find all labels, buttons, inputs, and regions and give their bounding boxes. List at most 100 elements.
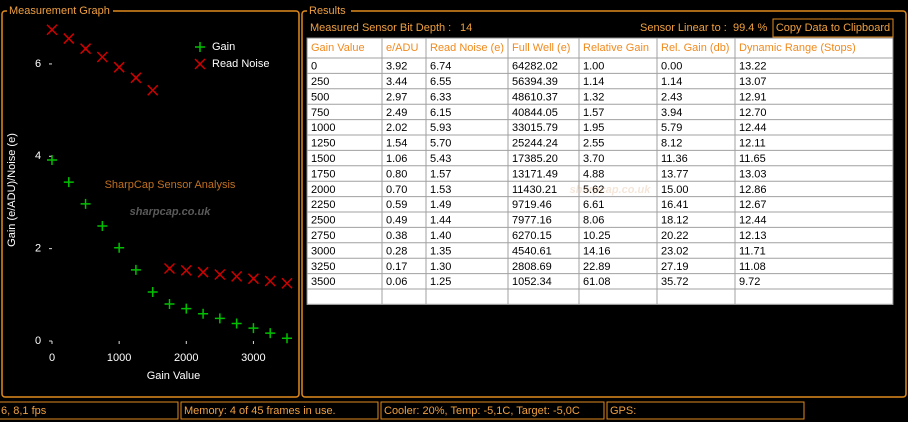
table-cell: 61.08 — [583, 276, 611, 288]
table-cell: 1750 — [311, 168, 335, 180]
table-cell: 12.44 — [739, 122, 767, 134]
table-cell: 3.92 — [386, 61, 407, 73]
status-text: Cooler: 20%, Temp: -5,1C, Target: -5,0C — [384, 405, 580, 417]
table-cell: 23.02 — [661, 245, 689, 257]
table-cell: 12.86 — [739, 184, 767, 196]
panel-title: Measurement Graph — [9, 5, 110, 17]
table-cell: 27.19 — [661, 261, 689, 273]
table-cell: 5.70 — [430, 138, 451, 150]
column-header: Rel. Gain (db) — [661, 42, 729, 54]
table-cell: 250 — [311, 76, 329, 88]
table-cell: 18.12 — [661, 215, 689, 227]
table-cell: 1.06 — [386, 153, 407, 165]
data-point — [113, 61, 125, 73]
table-cell: 12.11 — [739, 138, 766, 150]
copy-button-label[interactable]: Copy Data to Clipboard — [776, 22, 890, 34]
table-cell: 0.06 — [386, 276, 407, 288]
table-cell: 1.30 — [430, 261, 451, 273]
table-cell: 4540.61 — [512, 245, 552, 257]
table-cell: 3.94 — [661, 107, 682, 119]
data-point — [265, 328, 276, 339]
status-text: GPS: — [610, 405, 636, 417]
table-cell: 12.91 — [739, 91, 767, 103]
table-cell: 1.95 — [583, 122, 604, 134]
data-point — [231, 270, 243, 282]
table-cell: 2250 — [311, 199, 335, 211]
status-box — [380, 401, 605, 420]
data-point — [147, 287, 158, 298]
table-cell: 6.55 — [430, 76, 451, 88]
legend-marker — [195, 42, 205, 52]
table-cell: 11.65 — [739, 153, 766, 165]
table-cell: 1.54 — [386, 138, 407, 150]
table-cell: 1.57 — [583, 107, 604, 119]
status-text: Memory: 4 of 45 frames in use. — [184, 405, 336, 417]
x-axis-label: Gain Value — [147, 370, 201, 382]
table-cell: 48610.37 — [512, 91, 558, 103]
table-cell: 5.43 — [430, 153, 451, 165]
table-cell: 11430.21 — [512, 184, 557, 196]
table-cell: 11.08 — [739, 261, 766, 273]
status-box — [0, 401, 179, 420]
data-point — [97, 221, 108, 232]
table-cell: 64282.02 — [512, 61, 558, 73]
table-cell: 2.97 — [386, 91, 407, 103]
table-cell: 3000 — [311, 245, 335, 257]
linear-label: Sensor Linear to : — [640, 22, 727, 34]
table-cell: 3.70 — [583, 153, 604, 165]
column-header: Gain Value — [311, 42, 365, 54]
legend-label: Read Noise — [212, 58, 269, 70]
data-point — [130, 264, 141, 275]
table-cell: 0.80 — [386, 168, 407, 180]
table-cell: 6.15 — [430, 107, 451, 119]
table-cell: 1.14 — [661, 76, 682, 88]
column-header: Relative Gain — [583, 42, 649, 54]
x-tick-label: 3000 — [241, 352, 265, 364]
table-cell: 13.03 — [739, 168, 767, 180]
table-cell: 13.77 — [661, 168, 689, 180]
data-point — [63, 33, 75, 45]
bit-depth-label: Measured Sensor Bit Depth : — [310, 22, 451, 34]
table-cell: 10.25 — [583, 230, 611, 242]
table-cell: 1052.34 — [512, 276, 552, 288]
table-cell: 12.44 — [739, 215, 767, 227]
data-point — [214, 313, 225, 324]
frame-gap — [7, 4, 113, 18]
frame-gap — [307, 4, 351, 18]
table-cell: 6270.15 — [512, 230, 552, 242]
table-cell: 500 — [311, 91, 329, 103]
data-point — [46, 24, 58, 36]
results-table: Gain Value e/ADU Read Noise (e) Full Well (… — [306, 37, 894, 305]
table-cell: 0.70 — [386, 184, 407, 196]
table-cell: 2.55 — [583, 138, 604, 150]
data-point — [180, 264, 192, 276]
data-point — [248, 323, 259, 334]
table-cell: 1.57 — [430, 168, 451, 180]
table-cell: 11.36 — [661, 153, 688, 165]
table-cell: 13.07 — [739, 76, 767, 88]
table-cell: 13171.49 — [512, 168, 558, 180]
watermark: sharpcap.co.uk — [570, 184, 652, 196]
data-point — [164, 299, 175, 310]
table-cell: 25244.24 — [512, 138, 558, 150]
y-tick-label: 4 — [35, 150, 41, 162]
table-cell: 16.41 — [661, 199, 689, 211]
table-cell: 12.70 — [739, 107, 767, 119]
legend-marker — [194, 58, 206, 70]
table-cell: 20.22 — [661, 230, 689, 242]
table-cell: 8.06 — [583, 215, 604, 227]
data-point — [130, 72, 142, 84]
table-cell: 2000 — [311, 184, 335, 196]
table-cell: 7977.16 — [512, 215, 552, 227]
bit-depth-value: 14 — [460, 22, 472, 34]
table-cell: 2750 — [311, 230, 335, 242]
copy-button[interactable] — [772, 18, 894, 38]
data-point — [80, 43, 92, 55]
status-box — [606, 401, 805, 420]
linear-value: 99.4 % — [733, 22, 767, 34]
table-cell: 6.61 — [583, 199, 604, 211]
table-cell: 1.35 — [430, 245, 451, 257]
table-cell: 4.88 — [583, 168, 604, 180]
table-cell: 0.28 — [386, 245, 407, 257]
table-cell: 6.33 — [430, 91, 451, 103]
